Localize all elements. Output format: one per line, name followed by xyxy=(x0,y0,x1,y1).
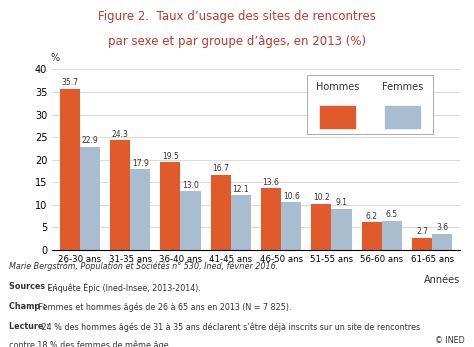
Bar xyxy=(110,140,130,250)
Text: 9.1: 9.1 xyxy=(336,198,347,208)
Text: Figure 2.  Taux d’usage des sites de rencontres: Figure 2. Taux d’usage des sites de renc… xyxy=(98,10,376,23)
Bar xyxy=(311,204,331,250)
Text: 19.5: 19.5 xyxy=(162,152,179,161)
Text: 6.2: 6.2 xyxy=(366,212,378,221)
Bar xyxy=(382,221,402,250)
Text: 35.7: 35.7 xyxy=(61,78,78,87)
FancyBboxPatch shape xyxy=(384,105,421,129)
Bar xyxy=(130,169,150,250)
Bar xyxy=(362,222,382,250)
Text: 16.7: 16.7 xyxy=(212,164,229,173)
Text: 24 % des hommes âgés de 31 à 35 ans déclarent s’être déjà inscrits sur un site d: 24 % des hommes âgés de 31 à 35 ans décl… xyxy=(39,322,420,332)
Text: 3.6: 3.6 xyxy=(436,223,448,232)
Bar xyxy=(80,146,100,250)
Bar xyxy=(231,195,251,250)
Text: 6.5: 6.5 xyxy=(386,210,398,219)
Text: Années: Années xyxy=(424,275,460,285)
Text: Hommes: Hommes xyxy=(316,82,359,92)
Bar xyxy=(331,209,352,250)
Text: Marie Bergström, Population et Sociétés n° 530, Ined, février 2016.: Marie Bergström, Population et Sociétés … xyxy=(9,262,279,271)
Text: 17.9: 17.9 xyxy=(132,159,149,168)
Text: Femmes et hommes âgés de 26 à 65 ans en 2013 (N = 7 825).: Femmes et hommes âgés de 26 à 65 ans en … xyxy=(36,302,291,312)
Text: Femmes: Femmes xyxy=(382,82,423,92)
FancyBboxPatch shape xyxy=(307,75,433,134)
Text: 10.2: 10.2 xyxy=(313,194,330,202)
Text: 10.6: 10.6 xyxy=(283,192,300,201)
Text: 13.6: 13.6 xyxy=(263,178,280,187)
Bar xyxy=(60,89,80,250)
Text: par sexe et par groupe d’âges, en 2013 (%): par sexe et par groupe d’âges, en 2013 (… xyxy=(108,35,366,48)
Text: contre 18 % des femmes de même âge.: contre 18 % des femmes de même âge. xyxy=(9,340,172,347)
FancyBboxPatch shape xyxy=(319,105,356,129)
Text: 24.3: 24.3 xyxy=(112,130,128,139)
Text: Sources : :: Sources : : xyxy=(9,282,58,291)
Bar xyxy=(432,234,452,250)
Bar xyxy=(160,162,181,250)
Bar xyxy=(412,238,432,250)
Text: 13.0: 13.0 xyxy=(182,181,199,190)
Text: Femmes: Femmes xyxy=(382,82,423,92)
Text: © INED: © INED xyxy=(435,336,465,345)
Text: %: % xyxy=(50,53,59,62)
Bar xyxy=(181,191,201,250)
Bar xyxy=(210,175,231,250)
Text: 12.1: 12.1 xyxy=(233,185,249,194)
Text: 2.7: 2.7 xyxy=(416,227,428,236)
Text: Hommes: Hommes xyxy=(316,82,359,92)
Text: Enquête Épic (Ined-Insee, 2013-2014).: Enquête Épic (Ined-Insee, 2013-2014). xyxy=(45,282,201,293)
Text: Champ :: Champ : xyxy=(9,302,46,311)
Bar xyxy=(261,188,281,250)
Text: 22.9: 22.9 xyxy=(82,136,98,145)
Text: Lecture :: Lecture : xyxy=(9,322,50,331)
Bar xyxy=(281,202,301,250)
